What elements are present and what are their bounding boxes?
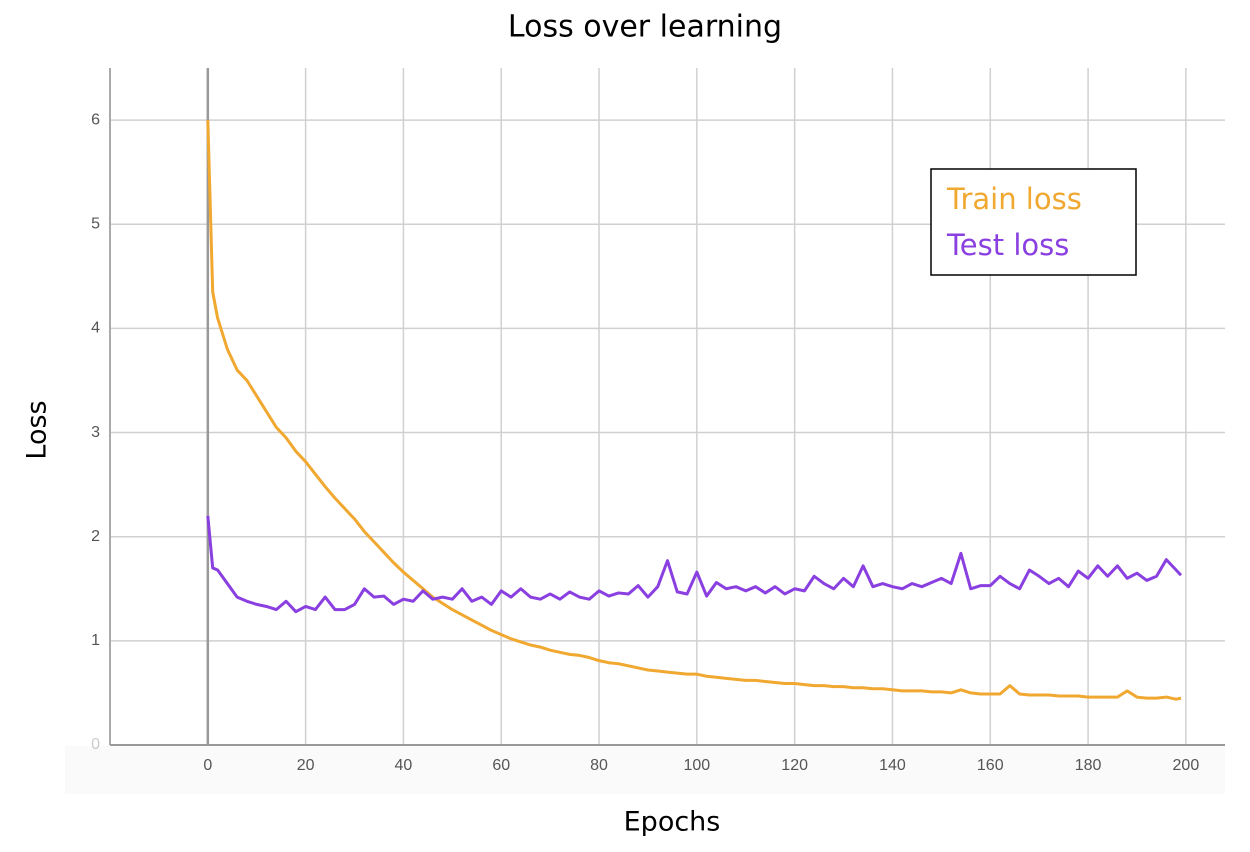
x-tick-label: 160 bbox=[977, 757, 1004, 774]
legend-entry: Test loss bbox=[946, 228, 1069, 262]
x-tick-label: 20 bbox=[297, 757, 315, 774]
axis-band bbox=[65, 746, 1225, 794]
y-tick-label: 3 bbox=[91, 424, 100, 441]
x-tick-label: 200 bbox=[1173, 757, 1200, 774]
x-tick-label: 100 bbox=[683, 757, 710, 774]
y-tick-label: 0 bbox=[91, 736, 100, 753]
x-tick-label: 180 bbox=[1075, 757, 1102, 774]
y-tick-label: 1 bbox=[91, 632, 100, 649]
y-axis-label: Loss bbox=[22, 400, 53, 459]
y-tick-label: 6 bbox=[91, 111, 100, 128]
x-tick-label: 80 bbox=[590, 757, 608, 774]
series-line bbox=[206, 515, 1183, 614]
y-tick-label: 5 bbox=[91, 215, 100, 232]
series-line bbox=[206, 120, 1182, 701]
x-axis-label: Epochs bbox=[624, 807, 721, 838]
chart-title: Loss over learning bbox=[508, 10, 782, 45]
legend-entry: Train loss bbox=[946, 182, 1082, 216]
x-tick-label: 60 bbox=[492, 757, 510, 774]
x-tick-label: 140 bbox=[879, 757, 906, 774]
legend-box bbox=[930, 168, 1137, 276]
x-tick-label: 40 bbox=[395, 757, 413, 774]
y-tick-label: 4 bbox=[91, 320, 100, 337]
y-tick-label: 2 bbox=[91, 528, 100, 545]
x-tick-label: 0 bbox=[203, 757, 212, 774]
x-tick-label: 120 bbox=[781, 757, 808, 774]
